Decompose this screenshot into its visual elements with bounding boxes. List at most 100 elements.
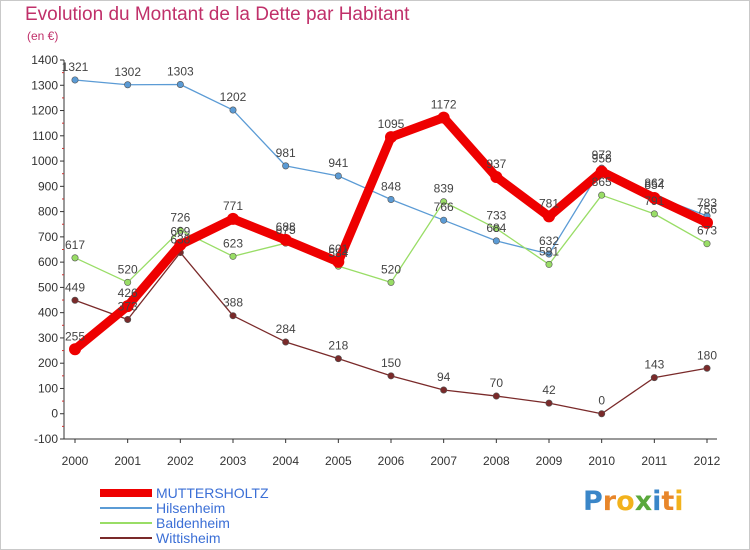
legend-item: MUTTERSHOLTZ <box>100 485 269 500</box>
data-point <box>650 210 658 218</box>
data-point <box>282 338 290 346</box>
data-label: 958 <box>592 152 612 166</box>
data-label: 94 <box>437 370 451 384</box>
data-label: 601 <box>328 242 348 256</box>
data-point <box>279 233 292 246</box>
logo-letter: o <box>616 486 635 517</box>
data-label: 1302 <box>114 65 141 79</box>
y-tick-label: 800 <box>38 205 58 219</box>
data-point <box>229 106 237 114</box>
x-tick-label: 2004 <box>272 454 299 468</box>
data-point <box>650 374 658 382</box>
data-point <box>492 392 500 400</box>
data-point <box>492 237 500 245</box>
data-label: 632 <box>539 234 559 248</box>
data-label: 937 <box>486 157 506 171</box>
data-point <box>387 195 395 203</box>
data-label: 1321 <box>62 60 89 74</box>
x-tick-label: 2000 <box>62 454 89 468</box>
logo-letter: t <box>661 486 675 517</box>
data-point <box>174 238 187 251</box>
data-label: 143 <box>644 358 664 372</box>
data-label: 591 <box>539 244 559 258</box>
y-tick-label: 100 <box>38 381 58 395</box>
y-tick-label: 700 <box>38 230 58 244</box>
data-label: 675 <box>276 223 296 237</box>
data-label: 426 <box>118 286 138 300</box>
data-label: 0 <box>598 394 605 408</box>
data-label: 848 <box>381 179 401 193</box>
x-tick-label: 2009 <box>536 454 563 468</box>
data-label: 520 <box>118 262 138 276</box>
logo-letter: i <box>674 486 684 517</box>
x-tick-label: 2006 <box>378 454 405 468</box>
data-label: 70 <box>490 376 504 390</box>
y-tick-label: 0 <box>51 407 58 421</box>
data-label: 781 <box>539 196 559 210</box>
data-label: 771 <box>223 199 243 213</box>
data-label: 218 <box>328 339 348 353</box>
data-point <box>387 278 395 286</box>
data-label: 255 <box>65 329 85 343</box>
legend-swatch <box>100 522 152 525</box>
data-label: 972 <box>592 148 612 162</box>
data-point <box>229 252 237 260</box>
logo-letter: i <box>652 486 662 517</box>
data-point <box>71 254 79 262</box>
data-label: 854 <box>644 178 664 192</box>
data-point <box>282 162 290 170</box>
data-label: 669 <box>170 225 190 239</box>
data-label: 756 <box>697 203 717 217</box>
data-point <box>334 355 342 363</box>
logo-letter: x <box>634 486 653 517</box>
data-point <box>492 225 500 233</box>
data-label: 726 <box>170 210 190 224</box>
data-label: 783 <box>697 196 717 210</box>
y-tick-label: 1200 <box>31 104 58 118</box>
data-labels: 255 426 669 771 688 601 1095 1172 937 781 958 854 75… <box>62 60 718 408</box>
x-tick-label: 2005 <box>325 454 352 468</box>
chart-title: Evolution du Montant de la Dette par Hab… <box>25 4 410 25</box>
data-point <box>703 240 711 248</box>
data-point <box>332 255 345 268</box>
data-label: 839 <box>434 182 454 196</box>
data-label: 449 <box>65 280 85 294</box>
x-tick-label: 2011 <box>641 454 667 468</box>
data-point <box>701 216 713 229</box>
y-tick-label: 1000 <box>31 154 58 168</box>
data-point <box>176 226 184 234</box>
data-label: 284 <box>276 322 296 336</box>
legend-swatch <box>100 489 152 498</box>
data-point <box>440 216 448 224</box>
data-point <box>598 410 606 418</box>
data-point <box>545 260 553 268</box>
data-label: 981 <box>276 146 296 160</box>
data-point <box>387 372 395 380</box>
data-label: 388 <box>223 296 243 310</box>
data-point <box>124 81 132 89</box>
y-tick-label: -100 <box>34 432 58 446</box>
legend-label: Hilsenheim <box>156 499 226 516</box>
legend: MUTTERSHOLTZ Hilsenheim Baldenheim Wittishe… <box>100 485 269 545</box>
series-lines <box>69 76 713 418</box>
axes: -100010020030040050060070080090010001100… <box>31 53 720 468</box>
data-label: 862 <box>644 176 664 190</box>
data-label: 688 <box>276 220 296 234</box>
y-tick-label: 300 <box>38 331 58 345</box>
x-tick-label: 2010 <box>588 454 615 468</box>
data-label: 373 <box>118 299 138 313</box>
data-label: 638 <box>170 233 190 247</box>
data-label: 941 <box>328 156 348 170</box>
data-label: 180 <box>697 348 717 362</box>
legend-label: Wittisheim <box>156 529 221 546</box>
data-label: 673 <box>697 224 717 238</box>
data-point <box>71 76 79 84</box>
data-label: 1202 <box>220 90 247 104</box>
chart-unit: (en €) <box>27 29 59 43</box>
data-point <box>545 399 553 407</box>
data-point <box>124 278 132 286</box>
data-point <box>598 191 606 199</box>
data-label: 766 <box>434 200 454 214</box>
